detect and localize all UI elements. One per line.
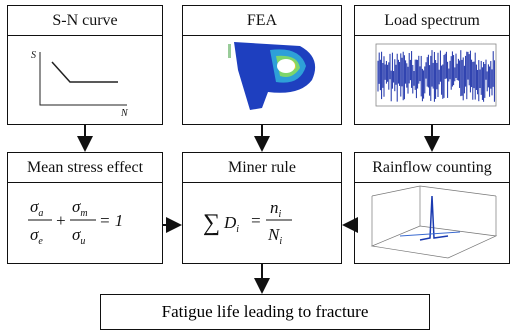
svg-text:σa: σa [30,197,43,219]
formula-part: m [80,208,87,219]
formula-part: i [236,224,239,235]
axis-label: N [120,108,129,119]
formula-part: + [55,211,66,230]
svg-text:Ni: Ni [267,225,282,247]
formula-part: u [80,236,85,247]
formula-part: D [223,213,237,232]
rainflow-image [372,186,496,258]
svg-text:ni: ni [270,198,282,220]
formula: σa σe + σm σu = 1 ∑ Di = ni Ni [28,197,292,247]
svg-text:σu: σu [72,225,85,247]
formula-part: ∑ [203,210,220,236]
axis-label: S [31,50,36,61]
formula-part: i [279,236,282,247]
formula-part: = 1 [99,211,123,230]
sn-plot [40,52,127,105]
formula-part: i [279,209,282,220]
formula-part: = [250,211,261,230]
graphics: S N σa σe + [0,0,514,334]
svg-text:σe: σe [30,225,43,247]
diagram: S-N curve FEA Load spectrum Mean stress … [0,0,514,334]
svg-text:Di: Di [223,213,239,235]
formula-part: e [38,236,43,247]
arrows [85,125,432,292]
formula-part: a [38,208,43,219]
svg-text:σm: σm [72,197,88,219]
fea-image [228,42,315,110]
load-spectrum [376,44,496,106]
formula-part: n [270,198,279,217]
